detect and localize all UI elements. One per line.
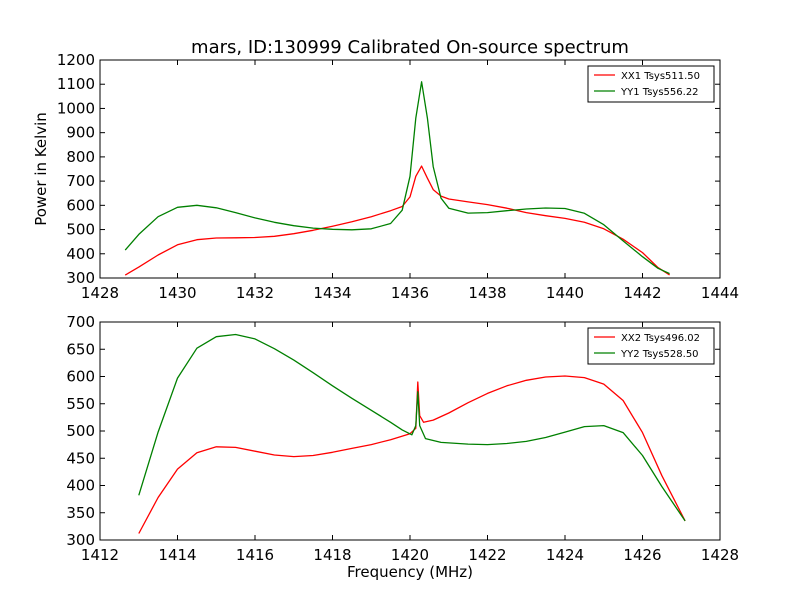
y-tick-label: 400	[66, 245, 95, 263]
y-tick-label: 500	[66, 422, 95, 440]
x-tick-label: 1438	[468, 284, 506, 302]
legend-label-2: YY1 Tsys556.22	[620, 87, 699, 98]
legend-label-1: XX1 Tsys511.50	[621, 71, 700, 82]
y-tick-label: 300	[66, 269, 95, 287]
x-axis-label: Frequency (MHz)	[347, 563, 473, 581]
x-tick-label: 1420	[391, 546, 429, 564]
plot-area	[124, 81, 670, 276]
y-tick-label: 900	[66, 124, 95, 142]
y-tick-label: 700	[66, 172, 95, 190]
x-tick-label: 1428	[701, 546, 739, 564]
series-line-1	[138, 375, 686, 534]
legend-label-2: YY2 Tsys528.50	[620, 349, 699, 360]
legend-box	[587, 327, 715, 365]
y-tick-label: 700	[66, 313, 95, 331]
x-tick-label: 1422	[468, 546, 506, 564]
chart-title: mars, ID:130999 Calibrated On-source spe…	[191, 37, 629, 58]
chart-top: 1428 1430 1432 1434 1436 1438 1440 1442 1444 300 4…	[32, 51, 739, 302]
x-tick-label: 1440	[546, 284, 584, 302]
x-tick-label: 1424	[546, 546, 584, 564]
x-tick-label: 1434	[313, 284, 351, 302]
y-tick-label: 1200	[57, 51, 95, 69]
y-tick-label: 650	[66, 340, 95, 358]
y-tick-label: 600	[66, 196, 95, 214]
series-line-1	[124, 165, 670, 276]
legend: XX1 Tsys511.50 YY1 Tsys556.22	[587, 65, 715, 103]
x-tick-label: 1414	[158, 546, 196, 564]
legend-label-1: XX2 Tsys496.02	[621, 333, 700, 344]
y-tick-label: 400	[66, 477, 95, 495]
x-tick-label: 1432	[236, 284, 274, 302]
x-tick-label: 1430	[158, 284, 196, 302]
plot-area	[138, 333, 686, 534]
y-axis-label: Power in Kelvin	[32, 112, 50, 226]
y-tick-label: 1100	[57, 75, 95, 93]
legend: XX2 Tsys496.02 YY2 Tsys528.50	[587, 327, 715, 365]
series-line-2	[138, 333, 686, 522]
y-tick-label: 550	[66, 395, 95, 413]
x-tick-label: 1412	[81, 546, 119, 564]
y-tick-label: 350	[66, 504, 95, 522]
y-tick-label: 600	[66, 368, 95, 386]
y-tick-label: 450	[66, 449, 95, 467]
x-tick-label: 1426	[623, 546, 661, 564]
y-tick-label: 1000	[57, 99, 95, 117]
x-tick-label: 1436	[391, 284, 429, 302]
y-tick-label: 800	[66, 148, 95, 166]
x-tick-label: 1444	[701, 284, 739, 302]
x-tick-label: 1418	[313, 546, 351, 564]
legend-box	[587, 65, 715, 103]
series-line-2	[124, 81, 670, 275]
y-tick-label: 300	[66, 531, 95, 549]
x-tick-label: 1428	[81, 284, 119, 302]
x-tick-label: 1416	[236, 546, 274, 564]
x-tick-label: 1442	[623, 284, 661, 302]
chart-bottom: 1412 1414 1416 1418 1420 1422 1424 1426 1428 300 3…	[66, 313, 739, 581]
y-tick-label: 500	[66, 221, 95, 239]
